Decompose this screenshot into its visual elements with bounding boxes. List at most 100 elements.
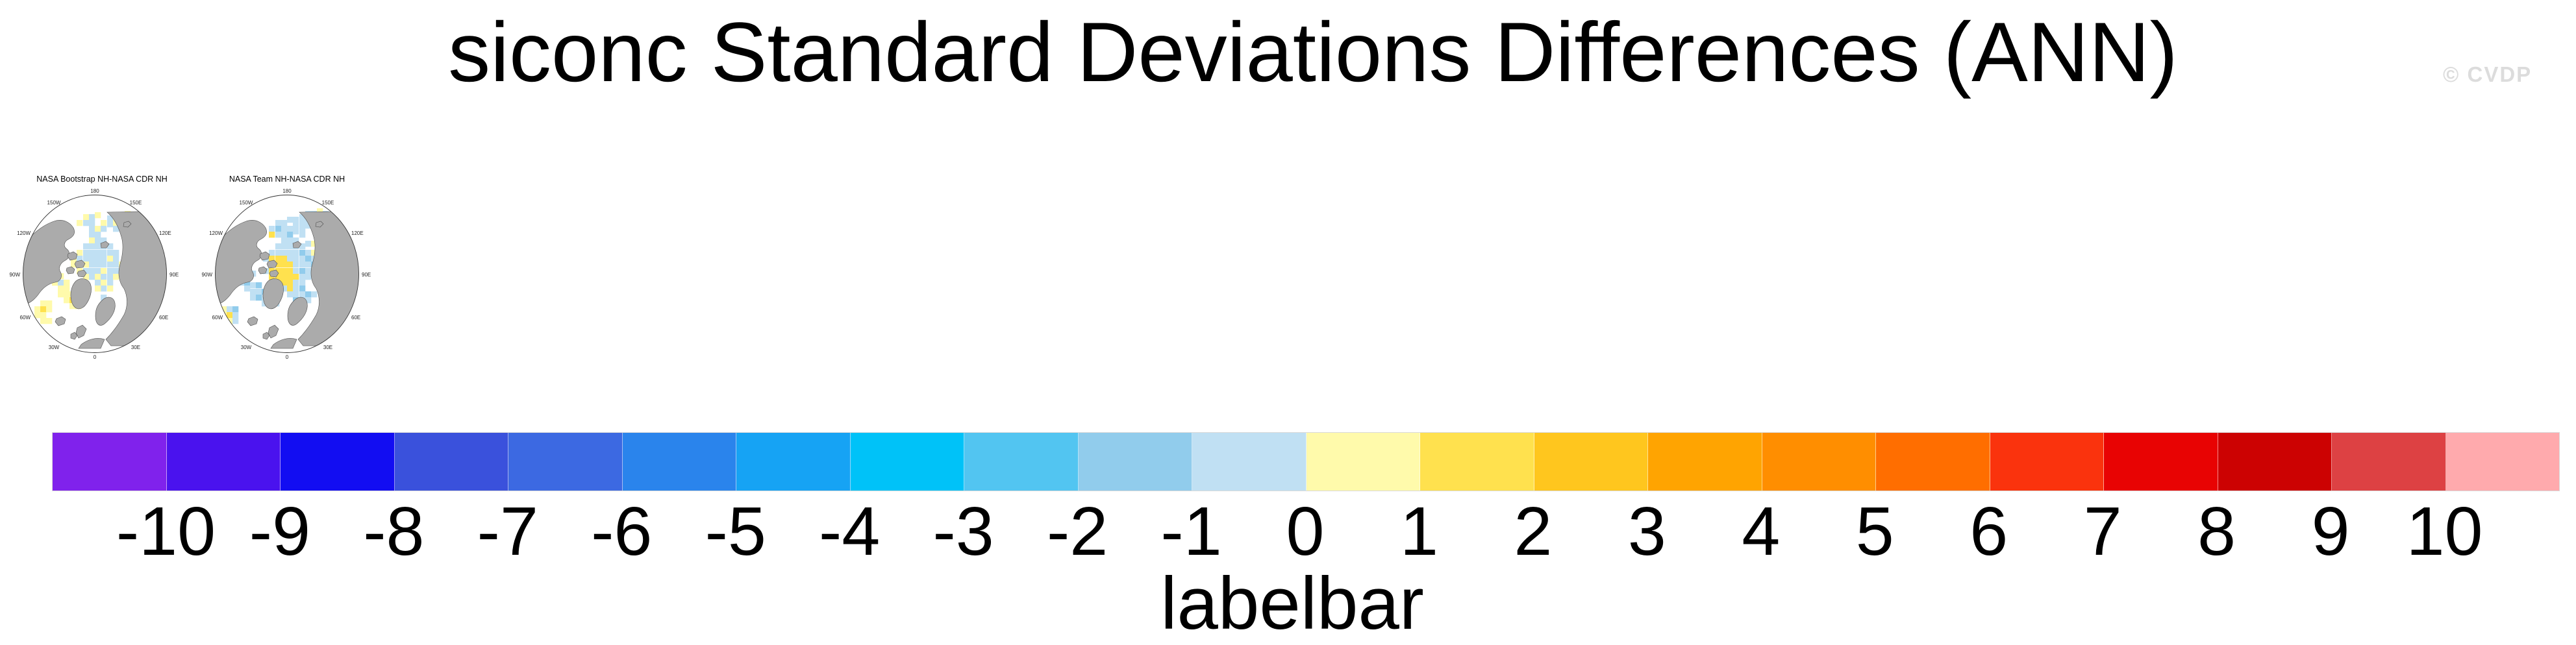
anomaly-cell bbox=[95, 237, 101, 244]
anomaly-cell bbox=[293, 291, 299, 298]
anomaly-cell bbox=[89, 226, 95, 232]
labelbar-tick: 1 bbox=[1399, 493, 1438, 570]
labelbar-tick: 2 bbox=[1514, 493, 1553, 570]
meridian-label: 60E bbox=[351, 315, 360, 321]
anomaly-cell bbox=[95, 243, 101, 250]
anomaly-cell bbox=[293, 250, 299, 256]
anomaly-cell bbox=[269, 274, 275, 280]
anomaly-cell bbox=[83, 220, 90, 226]
anomaly-cell bbox=[232, 312, 239, 319]
figure-title: siconc Standard Deviations Differences (… bbox=[448, 5, 2178, 99]
anomaly-cell bbox=[311, 291, 318, 298]
anomaly-cell bbox=[269, 250, 275, 256]
anomaly-cell bbox=[95, 262, 101, 268]
meridian-label: 150E bbox=[130, 200, 142, 206]
anomaly-cell bbox=[34, 312, 41, 319]
map-land bbox=[23, 210, 167, 349]
anomaly-cell bbox=[305, 256, 312, 262]
labelbar-tick: -10 bbox=[116, 493, 216, 570]
landmass bbox=[67, 251, 78, 261]
anomaly-cell bbox=[269, 256, 275, 262]
anomaly-cell bbox=[287, 256, 294, 262]
anomaly-cell bbox=[107, 268, 114, 274]
anomaly-cell bbox=[95, 250, 101, 256]
labelbar-segment bbox=[2445, 433, 2559, 491]
anomaly-cell bbox=[101, 286, 107, 292]
anomaly-cell bbox=[113, 226, 119, 232]
anomaly-cell bbox=[83, 256, 90, 262]
anomaly-cell bbox=[281, 237, 288, 244]
meridian-label: 30W bbox=[49, 345, 60, 350]
cvdp-watermark: © CVDP bbox=[2443, 62, 2532, 86]
anomaly-cell bbox=[287, 286, 294, 292]
anomaly-cell bbox=[46, 300, 53, 307]
labelbar-segment bbox=[508, 433, 623, 491]
landmass bbox=[78, 338, 105, 349]
anomaly-cell bbox=[89, 274, 95, 280]
anomaly-cell bbox=[287, 226, 294, 232]
anomaly-cell bbox=[40, 312, 47, 319]
anomaly-cell bbox=[107, 262, 114, 268]
meridian-label: 120W bbox=[209, 230, 223, 236]
labelbar-tick: 10 bbox=[2406, 493, 2483, 570]
anomaly-cell bbox=[101, 268, 107, 274]
labelbar-segment bbox=[281, 433, 395, 491]
meridian-label: 30W bbox=[241, 345, 252, 350]
anomaly-cell bbox=[299, 243, 306, 250]
meridian-label: 90E bbox=[362, 272, 371, 278]
anomaly-cell bbox=[275, 268, 282, 274]
polar-map-bootstrap: 180 150W 150E 120W 120E 90W 90E 60W 60E 30W 30E 0 bbox=[10, 188, 179, 360]
anomaly-cell bbox=[101, 226, 107, 232]
anomaly-cell bbox=[305, 274, 312, 280]
anomaly-cell bbox=[40, 300, 47, 307]
anomaly-cell bbox=[244, 286, 251, 292]
anomaly-cell bbox=[305, 262, 312, 268]
labelbar-tick: -1 bbox=[1160, 493, 1222, 570]
anomaly-cell bbox=[52, 280, 58, 286]
anomaly-cell bbox=[287, 274, 294, 280]
anomaly-cell bbox=[293, 256, 299, 262]
anomaly-cell bbox=[256, 282, 262, 289]
anomaly-cell bbox=[89, 262, 95, 268]
anomaly-cell bbox=[221, 306, 228, 313]
polar-map-team: 180 150W 150E 120W 120E 90W 90E 60W 60E 30W 30E 0 bbox=[202, 188, 371, 360]
anomaly-cell bbox=[299, 214, 306, 221]
anomaly-cell bbox=[83, 262, 90, 268]
anomaly-cell bbox=[275, 243, 282, 250]
anomaly-cell bbox=[227, 312, 233, 319]
anomaly-cell bbox=[34, 306, 41, 313]
landmass bbox=[77, 269, 87, 278]
anomaly-cell bbox=[311, 241, 318, 247]
labelbar-segment bbox=[2104, 433, 2218, 491]
anomaly-cell bbox=[281, 220, 288, 226]
anomaly-cell bbox=[64, 286, 70, 292]
anomaly-cell bbox=[299, 262, 306, 268]
meridian-label: 30E bbox=[323, 345, 332, 350]
anomaly-cell bbox=[107, 215, 114, 222]
anomaly-cell bbox=[89, 250, 95, 256]
labelbar-segment bbox=[1876, 433, 1990, 491]
anomaly-cell bbox=[95, 280, 101, 286]
landmass bbox=[269, 269, 279, 278]
anomaly-cell bbox=[77, 256, 83, 262]
labelbar-segment bbox=[1192, 433, 1307, 491]
landmass bbox=[258, 266, 268, 274]
anomaly-cell bbox=[77, 220, 83, 226]
anomaly-cell bbox=[95, 256, 101, 262]
meridian-label: 60E bbox=[159, 315, 168, 321]
anomaly-cell bbox=[107, 280, 114, 286]
meridian-label: 90W bbox=[10, 272, 21, 278]
anomaly-cell bbox=[227, 306, 233, 313]
anomaly-cell bbox=[281, 268, 288, 274]
anomaly-cell bbox=[293, 223, 299, 229]
anomaly-cell bbox=[64, 297, 70, 304]
anomaly-cell bbox=[89, 237, 95, 244]
labelbar-segment bbox=[2218, 433, 2332, 491]
anomaly-cell bbox=[281, 250, 288, 256]
anomaly-cell bbox=[107, 256, 114, 262]
landmass bbox=[292, 241, 302, 249]
anomaly-cell bbox=[275, 226, 282, 232]
meridian-label: 0 bbox=[286, 354, 289, 360]
meridian-label: 30E bbox=[131, 345, 140, 350]
meridian-label: 120W bbox=[17, 230, 31, 236]
